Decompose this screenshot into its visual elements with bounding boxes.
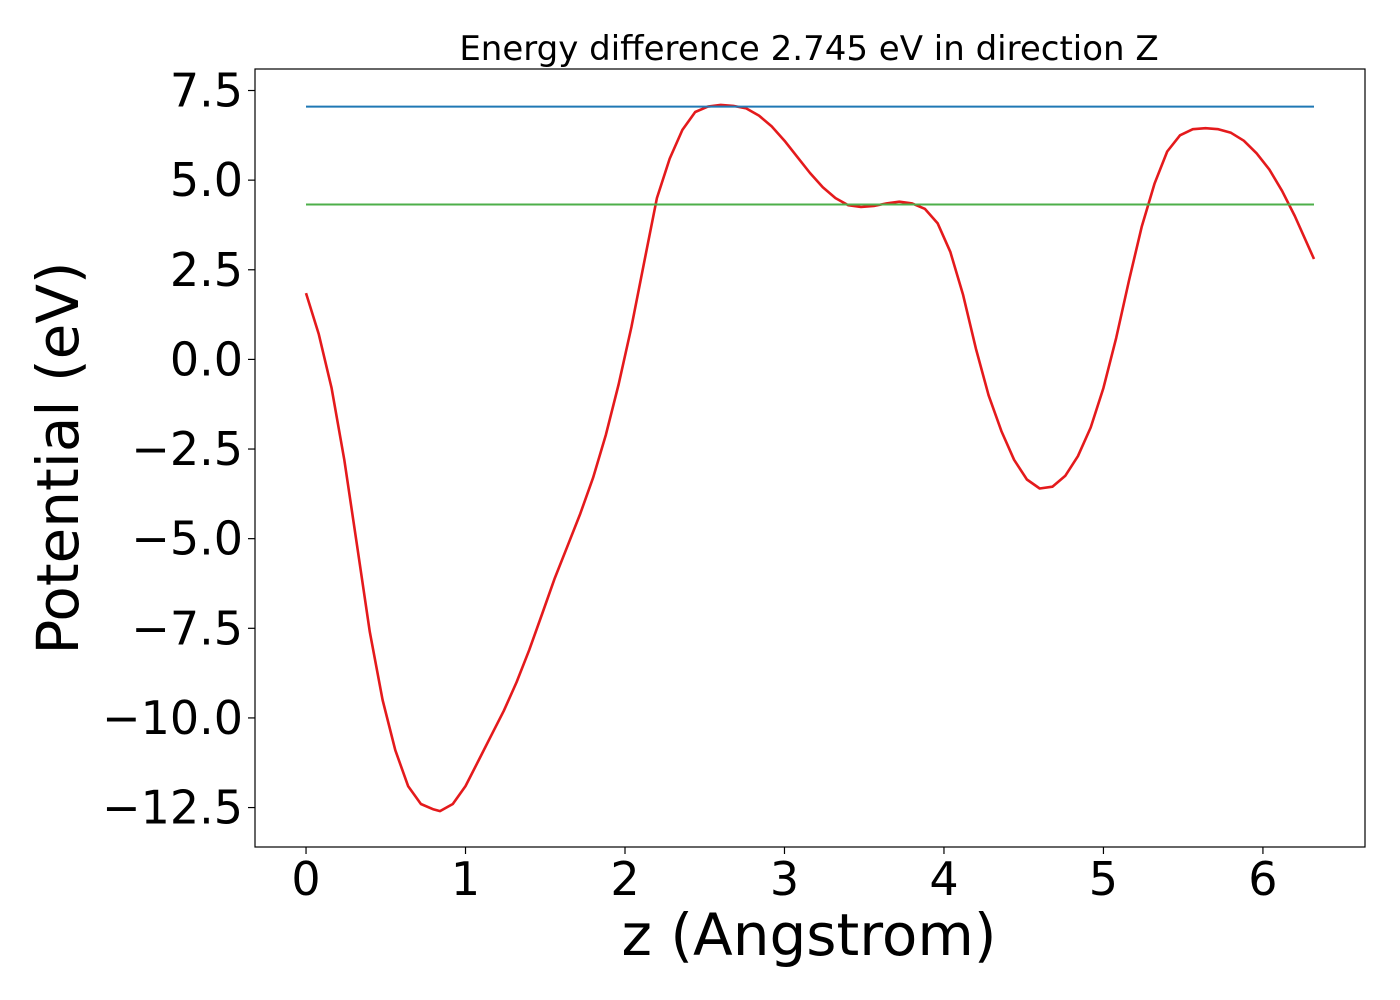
x-tick-label: 1 bbox=[451, 852, 480, 906]
y-tick-label: 7.5 bbox=[170, 64, 243, 118]
chart-title: Energy difference 2.745 eV in direction … bbox=[459, 29, 1158, 69]
y-axis: 7.5 5.0 2.5 0.0 −2.5 −5.0 −7.5 −10.0 −12.5 bbox=[102, 64, 255, 835]
y-tick-label: 2.5 bbox=[170, 243, 243, 297]
x-tick-label: 0 bbox=[291, 852, 320, 906]
y-tick-label: −10.0 bbox=[102, 691, 243, 745]
series-line-0 bbox=[304, 103, 1316, 813]
y-tick-label: 5.0 bbox=[170, 153, 243, 207]
x-axis-label: z (Angstrom) bbox=[622, 901, 997, 969]
y-tick-label: −7.5 bbox=[131, 601, 243, 655]
plot-frame bbox=[254, 68, 1366, 848]
y-tick-label: 0.0 bbox=[170, 332, 243, 386]
x-axis: 0 1 2 3 4 5 6 bbox=[291, 847, 1278, 906]
x-tick-label: 4 bbox=[929, 852, 958, 906]
x-tick-label: 6 bbox=[1248, 852, 1277, 906]
x-tick-label: 2 bbox=[610, 852, 639, 906]
plot-lines bbox=[304, 103, 1316, 813]
y-axis-label: Potential (eV) bbox=[24, 261, 92, 654]
y-tick-label: −5.0 bbox=[131, 512, 243, 566]
y-tick-label: −12.5 bbox=[102, 781, 243, 835]
x-tick-label: 3 bbox=[770, 852, 799, 906]
y-tick-label: −2.5 bbox=[131, 422, 243, 476]
x-tick-label: 5 bbox=[1089, 852, 1118, 906]
